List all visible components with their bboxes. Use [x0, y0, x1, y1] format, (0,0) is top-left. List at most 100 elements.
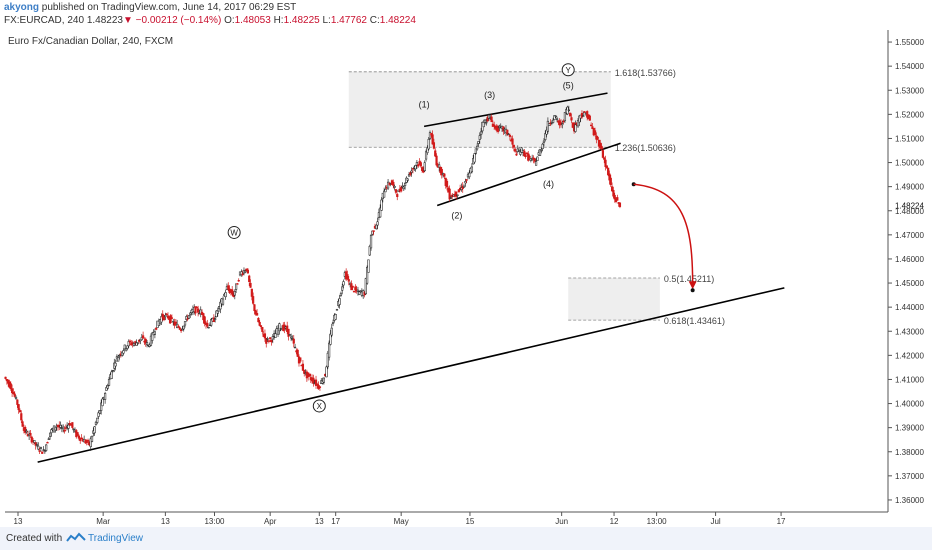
candle-body	[479, 131, 483, 136]
time-tick-label: Mar	[96, 517, 110, 526]
candle-body	[409, 172, 412, 175]
candle-body	[233, 291, 236, 296]
price-tick-label: 1.41000	[895, 375, 924, 384]
candle-body	[254, 310, 257, 315]
candle-body	[118, 354, 121, 357]
candle-body	[80, 437, 83, 440]
candle-body	[359, 290, 362, 292]
time-tick-label: Apr	[264, 517, 277, 526]
candle-body	[219, 301, 222, 310]
candle-body	[182, 325, 185, 330]
candle-body	[270, 340, 273, 343]
candle-body	[221, 298, 225, 305]
candle-body	[485, 121, 488, 124]
candle-body	[94, 421, 98, 425]
candle-body	[9, 383, 12, 390]
price-axis[interactable]: 1.36000 1.37000 1.38000 1.39000 1.40000 1.410…	[887, 30, 924, 512]
candle-body	[41, 451, 44, 454]
wave-label: W	[230, 228, 238, 237]
candle-body	[508, 134, 512, 137]
candle-body	[596, 136, 599, 140]
candle-body	[591, 126, 594, 130]
candle-body	[255, 313, 259, 316]
candle-body	[367, 259, 370, 273]
candle-body	[185, 316, 188, 320]
candle-body	[318, 386, 322, 388]
wave-label: X	[317, 402, 323, 411]
candle-body	[35, 444, 39, 446]
candle-body	[407, 174, 411, 177]
fib-bottom-level-label: 0.5(1.45211)	[664, 274, 714, 284]
candle-body	[582, 115, 585, 117]
candle-body	[334, 314, 337, 320]
candle-body	[483, 119, 487, 123]
candle-body	[438, 164, 441, 168]
price-tick-label: 1.46000	[895, 255, 924, 264]
candle-body	[393, 186, 396, 188]
candle-body	[124, 348, 128, 351]
candle-body	[325, 366, 328, 378]
candle-body	[613, 194, 616, 200]
candle-body	[516, 148, 519, 152]
candle-body	[271, 336, 274, 340]
candle-body	[404, 182, 407, 186]
candle-body	[266, 338, 269, 340]
candle-body	[162, 315, 166, 321]
candle-body	[12, 392, 15, 395]
candle-body	[431, 134, 434, 145]
candle-body	[610, 186, 614, 192]
symbol-label: FX:EURCAD, 240	[4, 15, 85, 26]
candle-body	[482, 122, 485, 128]
candle-body	[303, 369, 306, 374]
candle-body	[541, 143, 544, 150]
candle-body	[244, 270, 247, 273]
candle-body	[43, 450, 46, 453]
candle-body	[608, 173, 611, 181]
price-chart[interactable]: 1.618(1.53766) 1.236(1.50636) 0.5(1.45211)…	[0, 30, 932, 527]
candle-body	[111, 369, 115, 372]
candle-body	[376, 221, 379, 226]
price-tick-label: 1.53000	[895, 86, 924, 95]
candle-body	[379, 207, 382, 218]
wave-circle	[312, 399, 326, 413]
candle-body	[199, 309, 202, 315]
candle-body	[197, 308, 200, 313]
candle-body	[292, 338, 295, 344]
time-tick-label: 13	[14, 517, 23, 526]
candle-body	[257, 317, 260, 323]
candle-body	[33, 440, 36, 443]
candle-body	[434, 150, 437, 157]
candle-body	[462, 185, 466, 188]
candle-body	[535, 161, 538, 166]
high-value: 1.48225	[283, 15, 320, 26]
candle-body	[616, 197, 619, 201]
candle-body	[609, 177, 612, 186]
candle-body	[16, 399, 19, 405]
candle-body	[231, 289, 234, 295]
author-link[interactable]: akyong	[4, 2, 40, 13]
candle-body	[603, 157, 606, 160]
ohlc-line: FX:EURCAD, 240 1.48223▼ −0.00212 (−0.14%…	[4, 15, 416, 26]
candle-body	[46, 441, 49, 444]
time-tick-label: 13:00	[204, 517, 225, 526]
candle-body	[555, 118, 559, 121]
price-tick-label: 1.45000	[895, 279, 924, 288]
candle-body	[427, 138, 430, 150]
candle-body	[25, 430, 28, 433]
candle-body	[414, 165, 417, 170]
candle-body	[140, 336, 143, 341]
candle-body	[335, 309, 339, 311]
candle-body	[68, 423, 71, 426]
wave-label: (2)	[451, 211, 462, 221]
time-axis[interactable]: 13 Mar 13 13:00 Apr 13 17 May 15 Jun 12 13:00 Jul 17	[5, 511, 888, 526]
candle-body	[578, 115, 581, 123]
tradingview-brand[interactable]: TradingView	[88, 533, 144, 544]
candle-body	[546, 120, 549, 132]
candle-body	[301, 363, 305, 371]
candle-body	[346, 274, 349, 280]
last-price: 1.48223	[86, 15, 123, 26]
candle-body	[528, 155, 531, 158]
candle-body	[563, 111, 567, 122]
candle-body	[114, 362, 117, 367]
candle-body	[165, 313, 168, 316]
